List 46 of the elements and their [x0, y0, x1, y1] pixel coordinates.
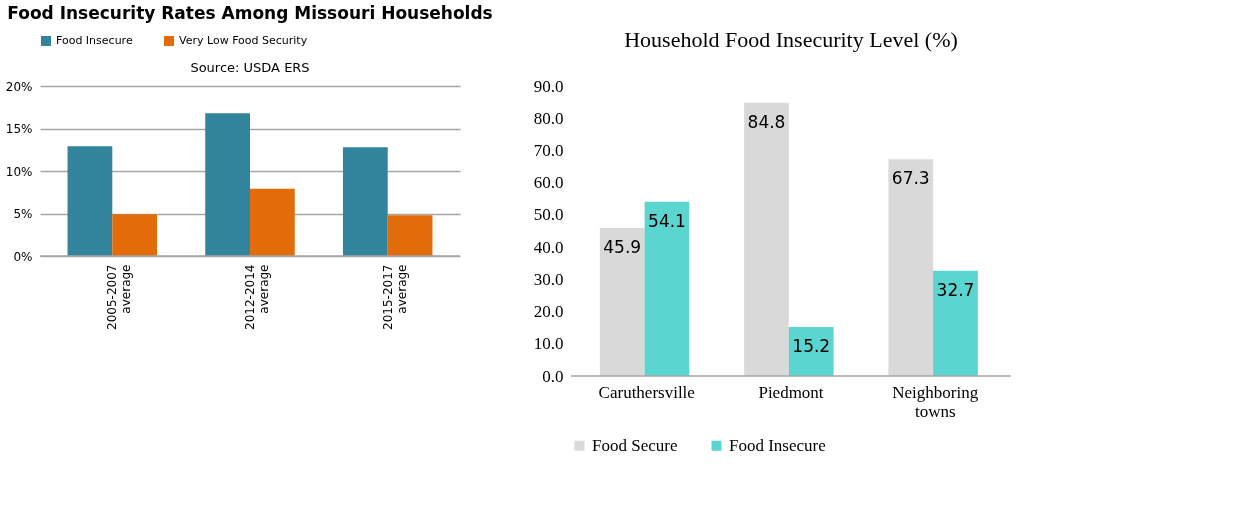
- bar: [933, 270, 978, 376]
- y-tick-label: 80.0: [533, 108, 564, 128]
- data-label: 67.3: [891, 168, 930, 189]
- data-label: 54.1: [648, 210, 686, 231]
- bar: [112, 214, 158, 256]
- x-tick-label: Neighboring towns: [892, 382, 979, 421]
- data-label: 45.9: [603, 237, 642, 258]
- y-tick-label: 60.0: [533, 173, 564, 193]
- y-tick-label: 10%: [5, 164, 33, 179]
- legend-label: Very Low Food Security: [179, 34, 308, 47]
- bar: [342, 147, 388, 256]
- legend-label: Food Insecure: [729, 435, 826, 455]
- bar: [599, 228, 645, 376]
- bar: [205, 113, 250, 256]
- chart-title: Food Insecurity Rates Among Missouri Households: [7, 3, 493, 23]
- bar: [250, 188, 295, 256]
- y-tick-label: 70.0: [533, 140, 564, 160]
- bar: [644, 201, 690, 376]
- y-tick-label: 15%: [5, 122, 33, 136]
- y-tick-label: 30.0: [533, 269, 564, 289]
- x-tick-label: Piedmont: [758, 382, 824, 402]
- y-tick-label: 0%: [13, 249, 33, 264]
- bar: [744, 102, 789, 376]
- y-tick-label: 10.0: [533, 334, 564, 354]
- data-label: 32.7: [936, 279, 975, 300]
- chart-title: Household Food Insecurity Level (%): [624, 27, 958, 52]
- y-tick-label: 40.0: [533, 237, 564, 257]
- data-label: 84.8: [747, 111, 786, 132]
- bar: [888, 159, 934, 376]
- legend-label: Food Insecure: [56, 34, 133, 47]
- y-tick-label: 20.0: [533, 302, 564, 322]
- legend-label: Food Secure: [592, 435, 678, 455]
- x-tick-label: 2015-2017 average: [380, 264, 409, 330]
- y-tick-label: 0.0: [542, 366, 564, 386]
- y-tick-label: 20%: [5, 79, 33, 94]
- y-tick-label: 50.0: [533, 205, 564, 225]
- source-note: Source: USDA ERS: [190, 60, 310, 75]
- x-tick-label: 2012-2014 average: [243, 264, 271, 330]
- x-tick-label: Caruthersville: [598, 382, 695, 402]
- data-label: 15.2: [792, 336, 831, 357]
- x-tick-label: 2005-2007 average: [105, 264, 134, 330]
- bar: [387, 215, 433, 256]
- bar: [788, 327, 834, 376]
- y-tick-label: 5%: [13, 207, 33, 221]
- y-tick-label: 90.0: [533, 76, 564, 96]
- bar: [67, 146, 113, 256]
